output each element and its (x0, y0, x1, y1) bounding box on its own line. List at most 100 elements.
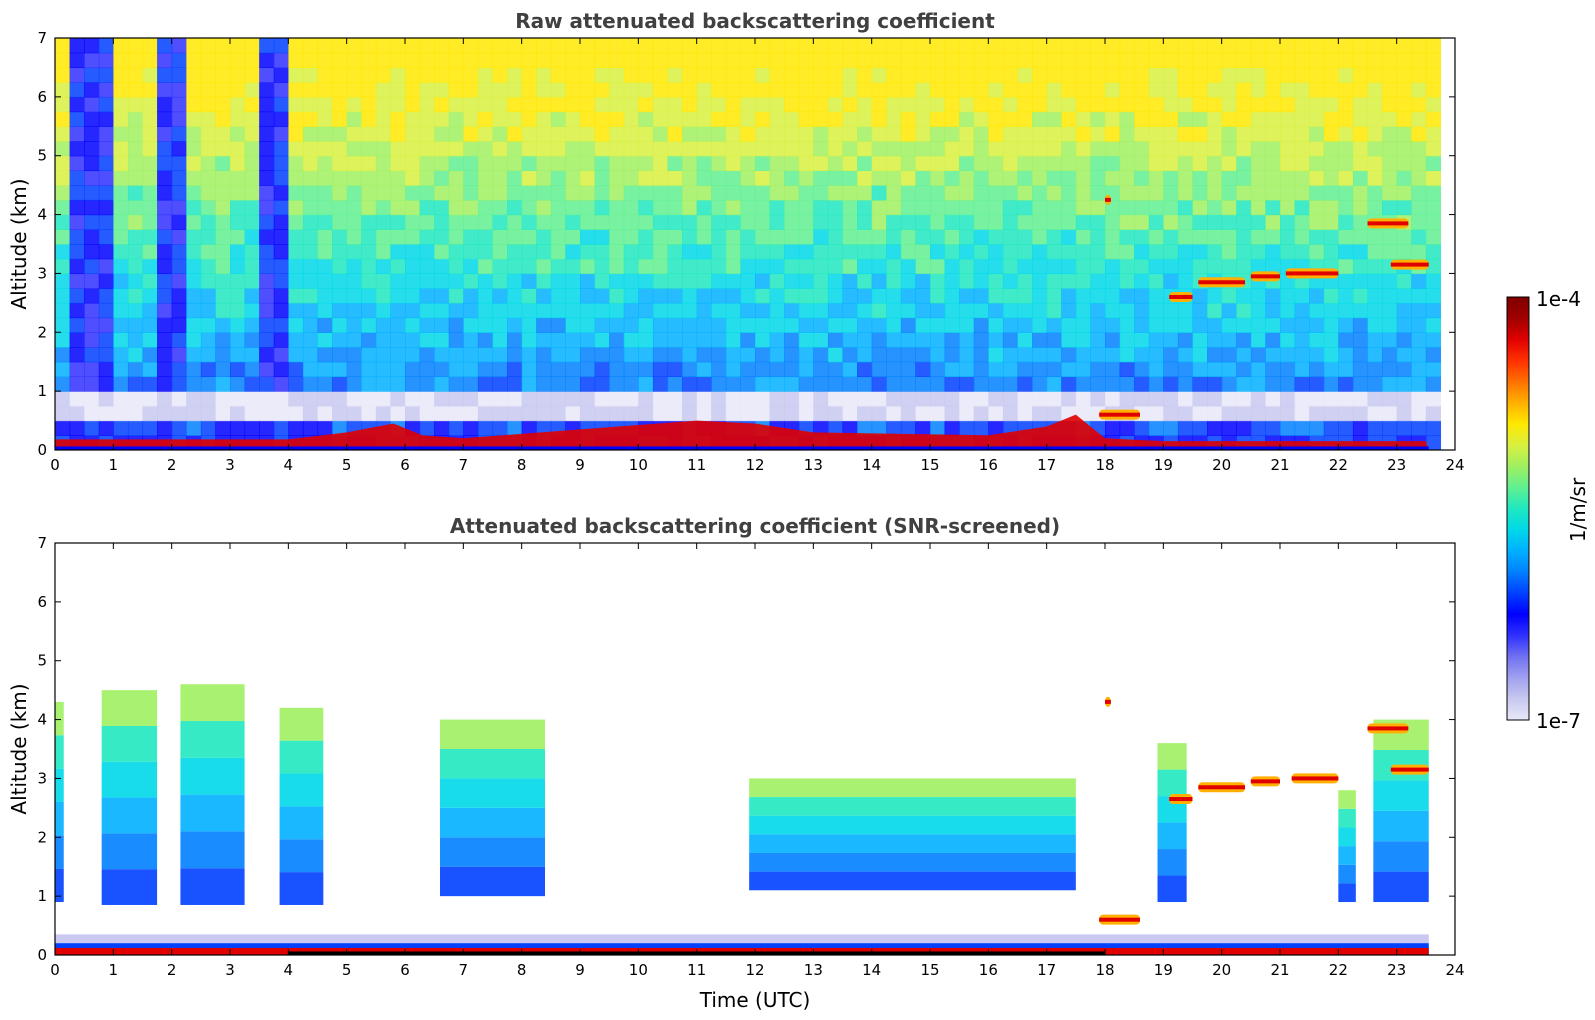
x-tick-label: 12 (745, 961, 764, 979)
panel-snr: Attenuated backscattering coefficient (S… (7, 514, 1465, 1012)
colorbar-scale (1506, 296, 1530, 721)
aerosol-patch (1338, 883, 1356, 903)
y-tick-label: 5 (37, 652, 47, 670)
panel-2-y-ticks: 0 1 2 3 4 5 6 7 (37, 534, 1455, 964)
x-tick-label: 10 (629, 456, 648, 474)
x-tick-label: 23 (1387, 456, 1406, 474)
aerosol-patch (1373, 841, 1429, 872)
x-tick-label: 21 (1270, 961, 1289, 979)
x-tick-label: 8 (517, 456, 527, 474)
panel-2-x-ticks: 0 1 2 3 4 5 6 7 8 9 10 11 12 13 14 15 16 17 18 19 20 21 22 23 24 (50, 543, 1465, 979)
aerosol-patch (279, 740, 324, 774)
x-tick-label: 4 (284, 456, 294, 474)
colorbar-min-label: 1e-7 (1536, 709, 1581, 733)
y-tick-label: 6 (37, 88, 47, 106)
x-tick-label: 13 (804, 456, 823, 474)
aerosol-patch (1338, 790, 1356, 809)
aerosol-patch (749, 797, 1076, 816)
x-tick-label: 23 (1387, 961, 1406, 979)
colorbar: 1e-4 1e-7 1/m/sr (1506, 287, 1590, 733)
x-tick-label: 12 (745, 456, 764, 474)
aerosol-patch (1157, 822, 1187, 850)
x-tick-label: 5 (342, 456, 352, 474)
aerosol-patch (279, 773, 324, 807)
aerosol-patch (55, 768, 64, 802)
aerosol-patch (1373, 810, 1429, 842)
x-tick-label: 11 (687, 961, 706, 979)
heatmap-snr-screened (55, 684, 1429, 955)
x-tick-label: 11 (687, 456, 706, 474)
x-tick-label: 3 (225, 456, 235, 474)
x-tick-label: 19 (1154, 961, 1173, 979)
x-tick-label: 9 (575, 961, 585, 979)
x-tick-label: 14 (862, 961, 881, 979)
aerosol-patch (180, 757, 245, 795)
aerosol-patch (55, 835, 64, 869)
aerosol-patch (440, 866, 545, 897)
x-tick-label: 6 (400, 961, 410, 979)
x-tick-label: 18 (1095, 961, 1114, 979)
x-tick-label: 17 (1037, 456, 1056, 474)
x-tick-label: 14 (862, 456, 881, 474)
y-tick-label: 4 (37, 206, 47, 224)
aerosol-patch (101, 869, 158, 905)
panel-1-x-ticks: 0 1 2 3 4 5 6 7 8 9 10 11 12 13 14 15 16 17 18 19 20 21 22 23 24 (50, 38, 1465, 474)
aerosol-patch (1338, 827, 1356, 847)
aerosol-patch (180, 721, 245, 758)
aerosol-patch (180, 684, 245, 722)
aerosol-patch (1157, 849, 1187, 876)
aerosol-patch (55, 868, 64, 903)
x-tick-label: 24 (1445, 961, 1464, 979)
colorbar-max-label: 1e-4 (1536, 287, 1581, 311)
colorbar-label: 1/m/sr (1566, 477, 1590, 542)
aerosol-patch (1338, 864, 1356, 884)
x-tick-label: 24 (1445, 456, 1464, 474)
aerosol-patch (279, 806, 324, 840)
aerosol-patch (440, 719, 545, 749)
x-tick-label: 7 (459, 456, 469, 474)
y-tick-label: 1 (37, 382, 47, 400)
aerosol-patch (180, 868, 245, 905)
x-tick-label: 4 (284, 961, 294, 979)
aerosol-patch (101, 725, 158, 762)
x-tick-label: 21 (1270, 456, 1289, 474)
y-tick-label: 4 (37, 711, 47, 729)
aerosol-patch (1338, 846, 1356, 865)
aerosol-patch (440, 778, 545, 808)
aerosol-patch (749, 871, 1076, 891)
aerosol-patch (101, 761, 158, 798)
aerosol-patch (55, 801, 64, 836)
heatmap-raw (55, 38, 1442, 450)
x-tick-label: 15 (920, 961, 939, 979)
panel-1-ylabel: Altitude (km) (7, 178, 31, 309)
x-tick-label: 5 (342, 961, 352, 979)
aerosol-patch (1157, 743, 1187, 770)
aerosol-patch (279, 707, 324, 741)
x-tick-label: 16 (979, 961, 998, 979)
x-tick-label: 15 (920, 456, 939, 474)
x-tick-label: 2 (167, 961, 177, 979)
x-tick-label: 6 (400, 456, 410, 474)
aerosol-patch (440, 837, 545, 867)
panel-1-y-ticks: 0 1 2 3 4 5 6 7 (37, 29, 1455, 459)
panel-2-xlabel: Time (UTC) (699, 988, 811, 1012)
panel-1-title: Raw attenuated backscattering coefficien… (515, 9, 995, 33)
y-tick-label: 6 (37, 593, 47, 611)
panel-2-ylabel: Altitude (km) (7, 683, 31, 814)
y-tick-label: 3 (37, 769, 47, 787)
aerosol-patch (440, 807, 545, 838)
x-tick-label: 22 (1329, 456, 1348, 474)
y-tick-label: 2 (37, 323, 47, 341)
panel-2-frame (54, 542, 1456, 956)
x-tick-label: 2 (167, 456, 177, 474)
aerosol-patch (1157, 769, 1187, 797)
x-tick-label: 17 (1037, 961, 1056, 979)
aerosol-patch (749, 815, 1076, 835)
x-tick-label: 20 (1212, 961, 1231, 979)
x-tick-label: 1 (109, 961, 119, 979)
x-tick-label: 22 (1329, 961, 1348, 979)
aerosol-patch (180, 831, 245, 869)
y-tick-label: 0 (37, 946, 47, 964)
aerosol-patch (440, 749, 545, 779)
x-tick-label: 8 (517, 961, 527, 979)
